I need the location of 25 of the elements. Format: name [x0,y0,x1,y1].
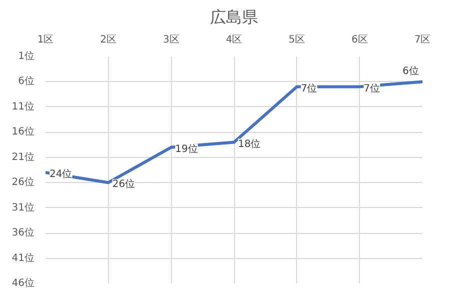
x-tick-label: 6区 [351,34,368,46]
y-tick-label: 36位 [12,226,35,239]
y-tick-label: 41位 [12,252,35,264]
chart-title: 広島県 [210,8,258,26]
data-label: 18位 [238,138,261,150]
data-label: 19位 [175,142,198,155]
y-tick-label: 16位 [12,126,35,138]
x-tick-label: 5区 [288,34,306,46]
y-tick-label: 11位 [12,100,35,112]
x-tick-label: 4区 [226,34,242,46]
y-tick-label: 1位 [18,50,35,62]
data-label: 26位 [112,178,136,190]
data-label: 7位 [300,82,318,94]
x-tick-label: 2区 [100,34,117,46]
data-label: 6位 [402,65,419,78]
x-tick-label: 1区 [37,34,54,46]
y-tick-label: 21位 [12,150,35,163]
data-label: 24位 [50,168,72,180]
y-tick-label: 31位 [12,201,35,214]
x-tick-label: 7区 [414,34,431,46]
y-tick-label: 6位 [18,75,35,88]
y-tick-label: 46位 [12,277,35,289]
data-label: 7位 [364,82,380,94]
x-tick-label: 3区 [162,34,180,46]
y-tick-label: 26位 [12,176,35,188]
